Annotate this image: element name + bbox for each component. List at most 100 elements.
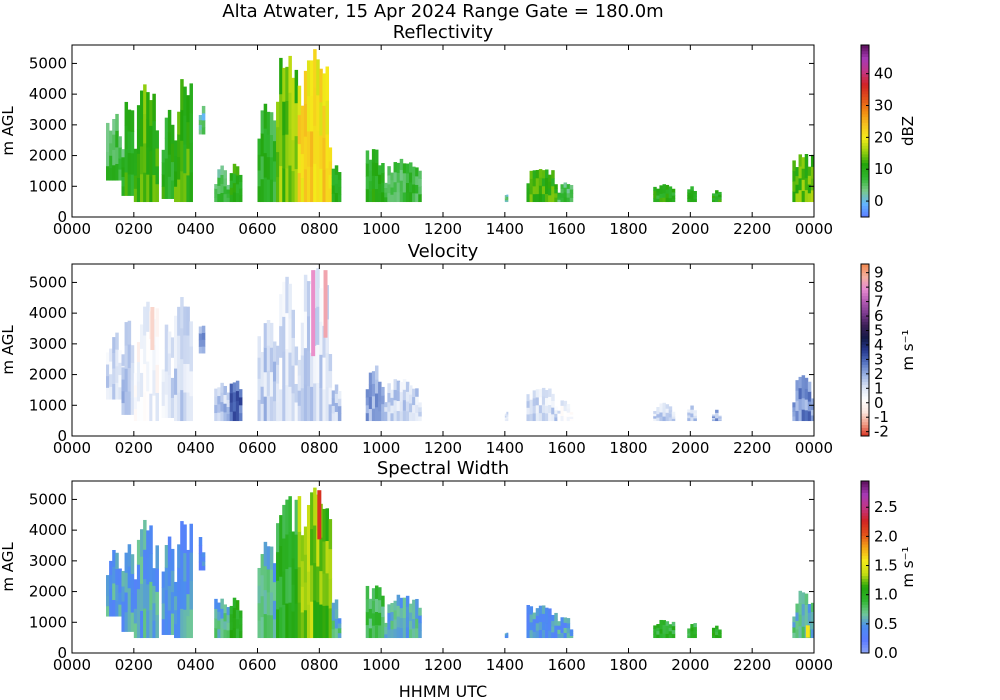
echo-cell [665, 193, 670, 198]
echo-cell [566, 184, 571, 189]
echo-cell [229, 383, 234, 394]
echo-cell [238, 389, 243, 398]
echo-cell [183, 335, 187, 364]
echo-cell [566, 197, 571, 203]
echo-cell [118, 592, 122, 605]
echo-cell [529, 406, 534, 414]
echo-cell [121, 167, 125, 177]
echo-cell [310, 386, 314, 422]
echo-cell [266, 614, 271, 639]
echo-cell [535, 404, 540, 414]
echo-cell [415, 412, 419, 422]
echo-cell [306, 131, 311, 167]
echo-cell [668, 417, 673, 422]
echo-cell [393, 379, 398, 390]
echo-cell [294, 168, 299, 203]
echo-cell [226, 607, 231, 616]
echo-cell [399, 391, 404, 402]
echo-cell [294, 603, 299, 639]
echo-cell [263, 371, 268, 397]
echo-cell [272, 381, 277, 402]
echo-cell [662, 407, 666, 413]
echo-cell [288, 566, 292, 603]
echo-cell [662, 633, 666, 639]
echo-cell [371, 588, 376, 601]
echo-cell [334, 183, 339, 193]
echo-cell [795, 167, 799, 177]
echo-region [687, 405, 697, 422]
echo-cell [671, 629, 676, 635]
echo-cell [279, 607, 283, 639]
echo-cell [112, 337, 116, 353]
colorbar-segment [861, 119, 869, 123]
echo-cell [418, 193, 422, 203]
echo-cell [718, 629, 722, 632]
echo-cell [526, 187, 530, 193]
echo-cell [322, 541, 326, 574]
colorbar-segment [861, 82, 869, 86]
colorbar-segment [861, 202, 869, 207]
echo-cell [279, 294, 283, 327]
echo-cell [288, 352, 292, 387]
echo-cell [810, 189, 814, 203]
echo-region [331, 384, 342, 422]
echo-cell [545, 193, 549, 203]
echo-cell [180, 79, 184, 111]
colorbar-segment [861, 526, 869, 531]
echo-cell [378, 192, 382, 203]
colorbar-segment [861, 615, 869, 620]
echo-cell [257, 336, 261, 358]
echo-cell [214, 192, 218, 198]
colorbar-frame [860, 480, 870, 654]
echo-cell [177, 335, 181, 365]
echo-cell [718, 194, 722, 198]
echo-cell [238, 181, 243, 189]
echo-cell [563, 632, 568, 639]
echo-cell [532, 405, 537, 414]
echo-cell [365, 611, 370, 626]
echo-cell [269, 614, 274, 639]
echo-cell [551, 393, 555, 401]
y-tick-label: 2000 [29, 366, 67, 384]
echo-cell [365, 624, 370, 639]
colorbar-segment [861, 214, 869, 218]
echo-cell [152, 344, 156, 371]
echo-cell [133, 175, 138, 189]
echo-cell [282, 316, 286, 352]
echo-cell [260, 156, 265, 180]
echo-cell [136, 401, 141, 422]
echo-cell [155, 614, 159, 639]
echo-cell [378, 165, 382, 175]
echo-cell [297, 602, 302, 639]
echo-cell [529, 621, 534, 631]
echo-cell [538, 396, 543, 406]
echo-cell [136, 153, 141, 178]
echo-cell [177, 134, 181, 158]
echo-cell [390, 620, 394, 630]
colorbar-segment [861, 344, 869, 348]
echo-cell [136, 177, 141, 203]
x-tick-label: 0800 [300, 439, 338, 457]
echo-cell [124, 391, 129, 415]
echo-cell [563, 187, 568, 193]
echo-cell [291, 337, 295, 366]
echo-cell [393, 609, 398, 620]
echo-cell [662, 197, 666, 203]
echo-cell [177, 392, 181, 422]
echo-cell [393, 628, 398, 639]
echo-cell [201, 332, 206, 340]
echo-cell [269, 156, 274, 180]
echo-cell [260, 403, 265, 422]
echo-cell [152, 147, 156, 176]
echo-cell [506, 418, 509, 422]
colorbar-segment [861, 398, 869, 403]
echo-cell [167, 132, 172, 155]
x-tick-label: 1800 [609, 656, 647, 674]
echo-cell [272, 581, 277, 601]
echo-cell [306, 350, 311, 387]
echo-cell [554, 188, 558, 194]
echo-cell [229, 392, 234, 403]
colorbar-segment [861, 321, 869, 325]
echo-cell [408, 191, 413, 203]
echo-cell [368, 618, 373, 629]
